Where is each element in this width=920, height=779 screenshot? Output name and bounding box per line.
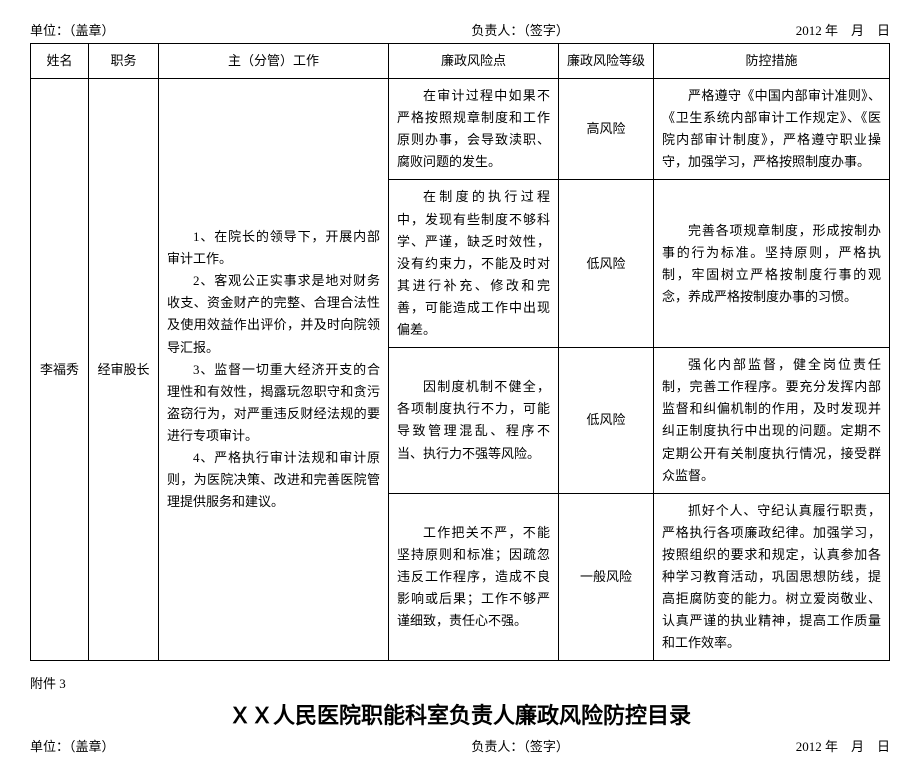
risk-table: 姓名 职务 主（分管）工作 廉政风险点 廉政风险等级 防控措施 李福秀 经审股长…: [30, 43, 890, 661]
leader-label: 负责人：（签字）: [471, 736, 569, 755]
cell-risk: 在审计过程中如果不严格按照规章制度和工作原则办事，会导致渎职、腐败问题的发生。: [389, 79, 559, 180]
cell-measure: 抓好个人、守纪认真履行职责，严格执行各项廉政纪律。加强学习，按照组织的要求和规定…: [654, 493, 890, 661]
cell-risk: 因制度机制不健全，各项制度执行不力，可能导致管理混乱、程序不当、执行力不强等风险…: [389, 348, 559, 494]
cell-measure: 强化内部监督，健全岗位责任制，完善工作程序。要充分发挥内部监督和纠偏机制的作用，…: [654, 348, 890, 494]
col-header-title: 职务: [89, 44, 159, 79]
col-header-name: 姓名: [31, 44, 89, 79]
leader-label: 负责人：（签字）: [471, 20, 569, 39]
col-header-work: 主（分管）工作: [159, 44, 389, 79]
cell-level: 一般风险: [559, 493, 654, 661]
table-header-row: 姓名 职务 主（分管）工作 廉政风险点 廉政风险等级 防控措施: [31, 44, 890, 79]
date-label: 2012 年 月 日: [796, 20, 890, 39]
cell-work: 1、在院长的领导下，开展内部审计工作。 2、客观公正实事求是地对财务收支、资金财…: [159, 79, 389, 661]
attachment-label: 附件 3: [30, 673, 890, 692]
cell-name: 李福秀: [31, 79, 89, 661]
cell-level: 高风险: [559, 79, 654, 180]
doc-title: ＸＸ人民医院职能科室负责人廉政风险防控目录: [30, 698, 890, 730]
cell-level: 低风险: [559, 348, 654, 494]
cell-level: 低风险: [559, 180, 654, 348]
work-item: 4、严格执行审计法规和审计原则，为医院决策、改进和完善医院管理提供服务和建议。: [167, 447, 380, 513]
work-item: 1、在院长的领导下，开展内部审计工作。: [167, 226, 380, 270]
cell-title: 经审股长: [89, 79, 159, 661]
cell-risk: 工作把关不严，不能坚持原则和标准；因疏忽违反工作程序，造成不良影响或后果；工作不…: [389, 493, 559, 661]
date-label: 2012 年 月 日: [796, 736, 890, 755]
col-header-level: 廉政风险等级: [559, 44, 654, 79]
unit-label: 单位：（盖章）: [30, 736, 115, 755]
header-line-2: 单位：（盖章） 负责人：（签字） 2012 年 月 日: [30, 736, 890, 755]
header-line-1: 单位：（盖章） 负责人：（签字） 2012 年 月 日: [30, 20, 890, 39]
work-item: 3、监督一切重大经济开支的合理性和有效性，揭露玩忽职守和贪污盗窃行为，对严重违反…: [167, 359, 380, 447]
col-header-risk: 廉政风险点: [389, 44, 559, 79]
unit-label: 单位：（盖章）: [30, 20, 115, 39]
cell-measure: 完善各项规章制度，形成按制办事的行为标准。坚持原则，严格执制，牢固树立严格按制度…: [654, 180, 890, 348]
cell-risk: 在制度的执行过程中，发现有些制度不够科学、严谨，缺乏时效性，没有约束力，不能及时…: [389, 180, 559, 348]
cell-measure: 严格遵守《中国内部审计准则》、《卫生系统内部审计工作规定》、《医院内部审计制度》…: [654, 79, 890, 180]
table-row: 李福秀 经审股长 1、在院长的领导下，开展内部审计工作。 2、客观公正实事求是地…: [31, 79, 890, 180]
work-item: 2、客观公正实事求是地对财务收支、资金财产的完整、合理合法性及使用效益作出评价，…: [167, 270, 380, 358]
col-header-measure: 防控措施: [654, 44, 890, 79]
